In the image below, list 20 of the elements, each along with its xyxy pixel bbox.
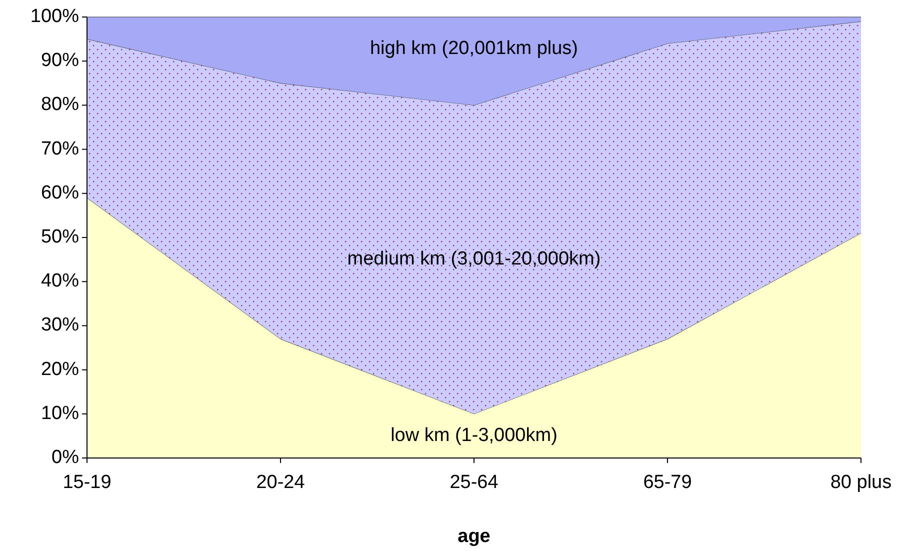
y-tick-label: 30% [40, 314, 80, 336]
y-tick-label: 60% [40, 182, 80, 204]
y-tick-label: 90% [40, 50, 80, 72]
y-tick-label: 0% [52, 447, 80, 468]
x-tick-label: 15-19 [62, 472, 112, 493]
series-label: high km (20,001km plus) [370, 38, 578, 60]
x-tick-label: 65-79 [643, 472, 692, 493]
y-tick-label: 10% [40, 402, 80, 424]
x-tick-label: 20-24 [256, 472, 306, 493]
y-tick-label: 70% [40, 138, 80, 160]
series-label: medium km (3,001-20,000km) [347, 248, 601, 270]
y-tick-label: 50% [40, 226, 80, 248]
y-tick-label: 100% [30, 6, 80, 28]
y-tick-label: 80% [40, 94, 80, 116]
x-axis-title: age [458, 526, 490, 547]
series-label: low km (1-3,000km) [390, 424, 558, 446]
x-tick-label: 25-64 [450, 472, 499, 493]
y-tick-label: 40% [40, 270, 80, 292]
x-tick-label: 80 plus [830, 472, 892, 493]
y-tick-label: 20% [40, 358, 80, 380]
